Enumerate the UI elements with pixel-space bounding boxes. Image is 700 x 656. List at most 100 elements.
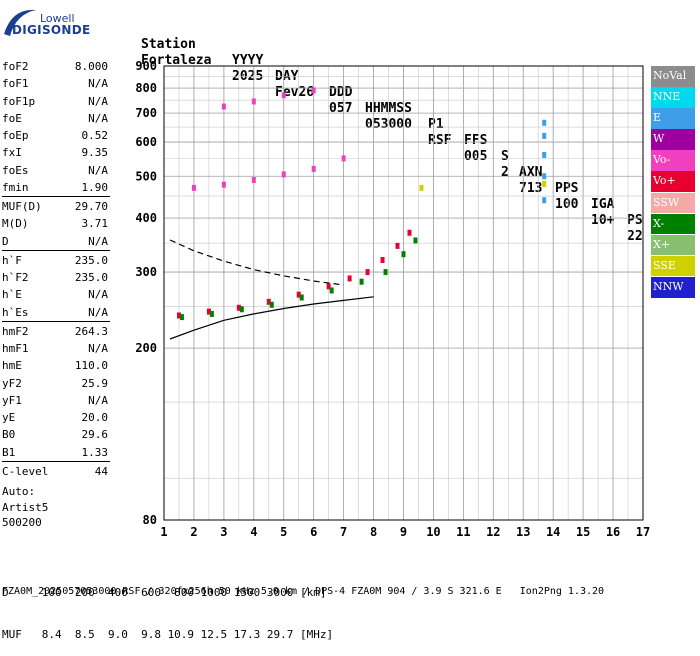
param-row: foF1 N/A [2, 75, 108, 92]
data-point-voplus [407, 229, 412, 236]
header-label: DDD [329, 85, 353, 100]
data-point-xminus [239, 306, 244, 313]
data-point-vominus [311, 165, 316, 172]
param-label: h`F [2, 253, 22, 267]
param-value: 29.6 [81, 428, 109, 442]
param-row: foEs N/A [2, 162, 108, 179]
data-point-voplus [176, 312, 181, 319]
y-tick-label: 700 [135, 106, 157, 120]
header-label: S [501, 149, 509, 164]
data-point-vominus [221, 181, 226, 188]
y-tick-label: 80 [143, 513, 157, 527]
header-value: 22 [627, 229, 643, 244]
data-point-vominus [221, 103, 226, 110]
param-row: yF2 25.9 [2, 375, 108, 392]
param-separator [2, 320, 110, 322]
x-tick-label: 11 [456, 525, 470, 539]
data-point-e [542, 151, 547, 158]
param-label: foEs [2, 163, 29, 177]
data-point-sse [542, 180, 547, 187]
direction-legend: NoVal NNE E W Vo- Vo+ SSW X- X+ SSE NNW [651, 66, 695, 298]
param-separator [2, 196, 110, 197]
x-tick-label: 1 [160, 525, 167, 539]
data-point-vominus [281, 92, 286, 99]
data-point-vominus [251, 177, 256, 184]
header-label: Station [141, 37, 196, 52]
param-row: hmF1 N/A [2, 340, 108, 357]
legend-item-xminus: X- [651, 213, 695, 235]
param-label: foEp [2, 129, 29, 142]
header-values: Fortaleza 2025 Fev26 057 053000 RSF 005 … [141, 37, 643, 245]
header-value: 005 [464, 149, 488, 164]
header-value: 10+ [591, 213, 615, 228]
param-row: hmF2 264.3 [2, 323, 108, 340]
param-label: foE [2, 111, 22, 125]
data-point-xminus [413, 237, 418, 244]
data-point-xminus [269, 301, 274, 308]
data-point-voplus [236, 304, 241, 311]
param-label: foF2 [2, 60, 29, 73]
param-label: foF1p [2, 94, 36, 108]
param-value: N/A [88, 77, 108, 91]
param-value: 3.71 [81, 217, 109, 231]
header-value: RSF [428, 133, 452, 148]
param-value: 1.90 [81, 180, 109, 194]
param-row: h`F2 235.0 [2, 269, 108, 286]
header-value: 057 [329, 101, 353, 116]
param-row: fxI 9.35 [2, 144, 108, 161]
param-label: fmin [2, 180, 29, 194]
param-label: M(D) [2, 217, 29, 231]
param-label: B1 [2, 445, 16, 459]
param-label: B0 [2, 428, 16, 442]
param-label: yE [2, 411, 16, 424]
logo-digisonde: DIGISONDE [12, 23, 91, 37]
y-tick-label: 300 [135, 265, 157, 279]
y-tick-label: 200 [135, 341, 157, 355]
auto-code: 500200 [2, 516, 42, 529]
data-point-voplus [296, 291, 301, 298]
param-value: 1.33 [81, 445, 109, 459]
param-row: B1 1.33 [2, 444, 108, 461]
param-row: yF1 N/A [2, 392, 108, 409]
data-point-voplus [395, 242, 400, 249]
header-value: Fortaleza [141, 53, 212, 68]
param-label: yF1 [2, 393, 22, 407]
data-point-voplus [326, 283, 331, 290]
data-point-xminus [299, 294, 304, 301]
param-label: C-level [2, 464, 49, 478]
header-label: FFS [464, 133, 488, 148]
legend-item-nne: NNE [651, 87, 695, 108]
param-row: h`F 235.0 [2, 252, 108, 269]
param-separator [2, 249, 110, 251]
data-point-xminus [179, 314, 184, 321]
x-tick-label: 2 [190, 525, 197, 539]
param-row: D N/A [2, 233, 108, 250]
y-tick-label: 900 [135, 59, 157, 73]
param-value: 25.9 [81, 376, 109, 390]
auto-artist: Artist5 [2, 500, 49, 514]
param-label: h`F2 [2, 271, 29, 284]
data-point-e [542, 197, 547, 204]
header-label: P1 [428, 117, 444, 132]
x-tick-label: 4 [250, 525, 257, 539]
data-point-e [542, 173, 547, 180]
autoscaling-info: Auto: Artist5 500200 [2, 484, 48, 531]
param-row: hmE 110.0 [2, 357, 108, 374]
legend-item-e: E [651, 108, 695, 129]
param-value: 44 [94, 464, 108, 478]
x-tick-label: 14 [546, 525, 560, 539]
param-row: foF2 8.000 [2, 58, 108, 75]
data-point-voplus [266, 298, 271, 305]
param-value: N/A [88, 94, 108, 108]
legend-item-w: W [651, 129, 695, 150]
ionogram-chart: 1 2 3 4 5 6 7 8 9 10 11 12 13 14 15 16 17802003004005006… [135, 59, 650, 539]
data-point-vominus [281, 171, 286, 178]
x-tick-label: 17 [636, 525, 650, 539]
y-tick-label: 500 [135, 169, 157, 183]
param-label: fxI [2, 146, 22, 160]
x-tick-label: 3 [220, 525, 227, 539]
header-labels: Station YYYY DAY DDD HHMMSS P1 FFS S AXN… [141, 21, 643, 229]
param-value: 264.3 [74, 324, 108, 338]
data-point-voplus [347, 275, 352, 282]
data-point-vominus [311, 87, 316, 94]
